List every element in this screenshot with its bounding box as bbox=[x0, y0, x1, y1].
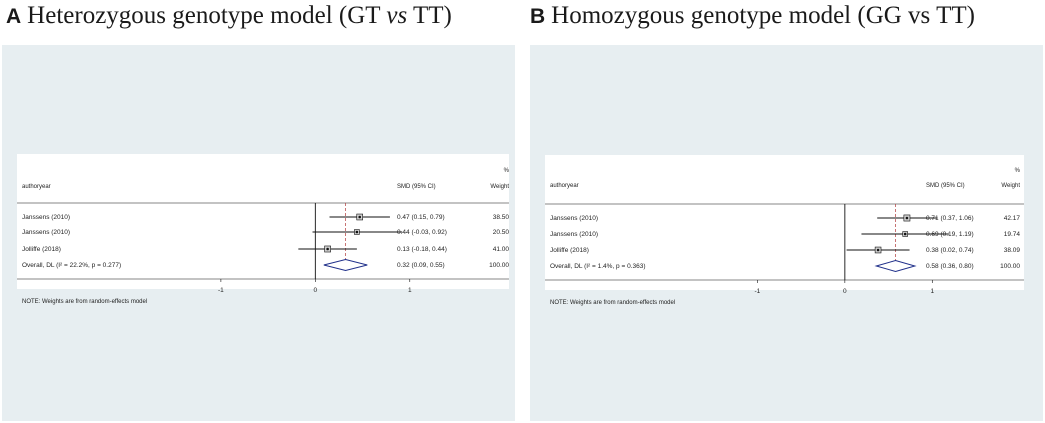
weight-value: 19.74 bbox=[1004, 231, 1021, 238]
effect-value: 0.71 (0.37, 1.06) bbox=[926, 215, 974, 222]
x-tick-label: 0 bbox=[314, 287, 318, 294]
study-label: Jolliffe (2018) bbox=[22, 246, 61, 253]
panel-a-title-text: Heterozygous genotype model (GT vs TT) bbox=[27, 2, 452, 29]
overall-effect-value: 0.58 (0.36, 0.80) bbox=[926, 263, 974, 270]
point-estimate bbox=[903, 232, 907, 236]
effect-value: 0.69 (0.19, 1.19) bbox=[926, 231, 974, 238]
overall-weight-value: 100.00 bbox=[489, 262, 509, 269]
header-effect: SMD (95% CI) bbox=[397, 184, 436, 190]
x-tick-label: 0 bbox=[843, 288, 847, 295]
overall-diamond bbox=[323, 258, 368, 272]
study-label: Janssens (2010) bbox=[22, 214, 70, 221]
note-text: NOTE: Weights are from random-effects mo… bbox=[550, 300, 675, 306]
plot-region: % authoryear SMD (95% CI) Weight Janssens (2… bbox=[545, 155, 1024, 306]
forest-plot-a: % authoryear SMD (95% CI) Weight Janssens (2… bbox=[17, 154, 510, 305]
overall-label: Overall, DL (I² = 22.2%, p = 0.277) bbox=[22, 262, 121, 269]
header-effect: SMD (95% CI) bbox=[926, 183, 965, 189]
x-tick-label: -1 bbox=[755, 288, 761, 295]
panel-a-title-part-1: Heterozygous genotype model (GT bbox=[27, 2, 387, 29]
overall-effect-value: 0.32 (0.09, 0.55) bbox=[397, 262, 445, 269]
overall-weight-value: 100.00 bbox=[1000, 263, 1020, 270]
panel-b-title: B Homozygous genotype model (GG vs TT) bbox=[530, 0, 975, 34]
header-weight-percent: % bbox=[1015, 168, 1021, 174]
point-estimate bbox=[355, 230, 359, 234]
panel-a-letter: A bbox=[6, 5, 22, 28]
point-estimate bbox=[358, 215, 362, 219]
weight-value: 38.50 bbox=[493, 214, 510, 221]
weight-value: 41.00 bbox=[493, 246, 510, 253]
effect-value: 0.13 (-0.18, 0.44) bbox=[397, 246, 447, 253]
panel-b-letter: B bbox=[530, 5, 546, 28]
study-label: Jolliffe (2018) bbox=[550, 247, 589, 254]
plot-area bbox=[17, 154, 509, 289]
point-estimate bbox=[326, 247, 329, 251]
plot-region: % authoryear SMD (95% CI) Weight Janssens (2… bbox=[17, 154, 510, 305]
effect-value: 0.38 (0.02, 0.74) bbox=[926, 247, 974, 254]
point-estimate bbox=[905, 216, 909, 220]
forest-plot-b: % authoryear SMD (95% CI) Weight Janssens (2… bbox=[545, 155, 1024, 306]
panel-a-background: % authoryear SMD (95% CI) Weight Janssens (2… bbox=[2, 45, 515, 421]
x-tick-label: 1 bbox=[408, 287, 412, 294]
study-label: Janssens (2010) bbox=[550, 231, 598, 238]
panel-a-title: A Heterozygous genotype model (GT vs TT) bbox=[6, 0, 452, 34]
panel-a-title-part-2: vs bbox=[386, 2, 408, 29]
panel-b-title-text: Homozygous genotype model (GG vs TT) bbox=[551, 2, 975, 29]
effect-value: 0.47 (0.15, 0.79) bbox=[397, 214, 445, 221]
note-text: NOTE: Weights are from random-effects mo… bbox=[22, 299, 147, 305]
header-weight: Weight bbox=[490, 184, 509, 190]
header-study: authoryear bbox=[550, 183, 579, 189]
x-tick-label: 1 bbox=[930, 288, 934, 295]
x-tick-label: -1 bbox=[218, 287, 224, 294]
overall-diamond bbox=[874, 259, 917, 273]
weight-value: 42.17 bbox=[1004, 215, 1021, 222]
study-label: Janssens (2010) bbox=[550, 215, 598, 222]
point-estimate bbox=[876, 248, 880, 252]
panel-b-background: % authoryear SMD (95% CI) Weight Janssens (2… bbox=[530, 45, 1043, 421]
plot-area bbox=[545, 155, 1024, 290]
overall-label: Overall, DL (I² = 1.4%, p = 0.363) bbox=[550, 263, 646, 270]
study-label: Janssens (2010) bbox=[22, 229, 70, 236]
effect-value: 0.44 (-0.03, 0.92) bbox=[397, 229, 447, 236]
header-weight-percent: % bbox=[504, 168, 510, 174]
header-study: authoryear bbox=[22, 184, 51, 190]
weight-value: 20.50 bbox=[493, 229, 510, 236]
header-weight: Weight bbox=[1001, 183, 1020, 189]
panel-a-title-part-3: TT) bbox=[407, 2, 452, 29]
weight-value: 38.09 bbox=[1004, 247, 1021, 254]
